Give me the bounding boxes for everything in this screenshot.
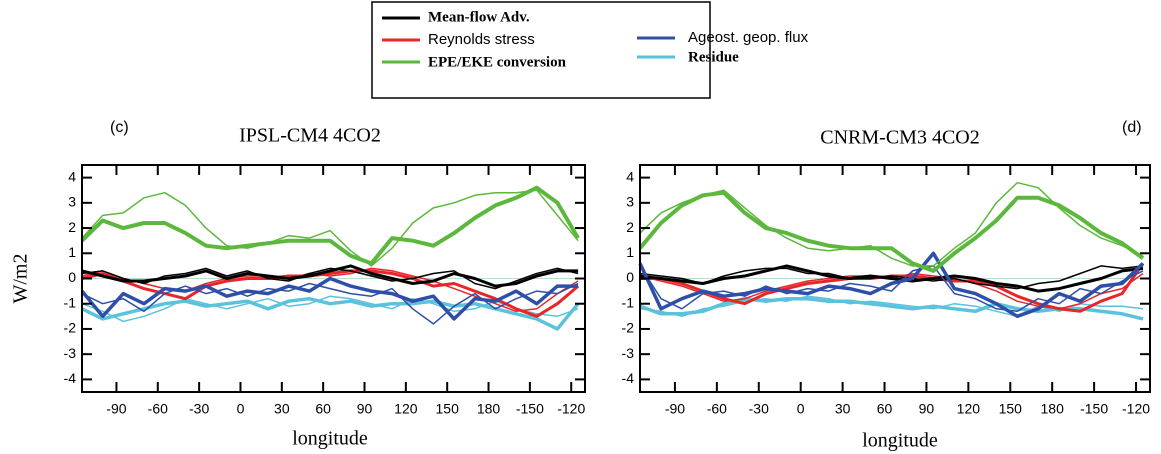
data-line [80,276,579,321]
y-tick-label: 0 [68,269,76,285]
y-axis-label: W/m2 [10,254,32,304]
legend-label: Ageost. geop. flux [688,29,809,46]
chart-title: CNRM-CM3 4CO2 [820,127,979,149]
legend-label: Mean-flow Adv. [428,9,530,25]
x-tick-label: 90 [919,401,935,417]
y-tick-label: -3 [622,345,635,361]
x-tick-label: -90 [106,401,126,417]
x-tick-label: 180 [477,401,501,417]
x-tick-label: -150 [1080,401,1108,417]
data-line [638,190,1145,273]
legend-label: Residue [688,49,739,65]
x-tick-label: -30 [749,401,769,417]
data-line [639,264,1144,293]
x-tick-label: 60 [315,401,331,417]
y-tick-label: 3 [68,194,76,210]
data-line [81,282,579,325]
data-line [639,265,1144,313]
y-tick-label: -2 [622,320,635,336]
x-tick-label: 30 [274,401,290,417]
x-tick-label: 90 [357,401,373,417]
x-axis-label: longitude [862,430,938,452]
y-tick-label: 2 [68,219,76,235]
x-tick-label: -60 [707,401,727,417]
y-tick-label: -1 [622,294,635,310]
data-line [80,185,580,266]
y-tick-label: -4 [622,370,635,386]
x-tick-label: 0 [797,401,805,417]
x-tick-label: -120 [557,401,585,417]
x-tick-label: 150 [436,401,460,417]
x-tick-label: 150 [999,401,1023,417]
x-tick-label: 120 [394,401,418,417]
y-tick-label: 3 [626,194,634,210]
y-tick-label: 2 [626,219,634,235]
x-tick-label: 60 [877,401,893,417]
x-tick-label: -120 [1122,401,1150,417]
data-line [639,295,1144,318]
x-tick-label: -150 [516,401,544,417]
x-tick-label: 30 [835,401,851,417]
y-tick-label: 4 [68,168,76,184]
x-tick-label: 0 [237,401,245,417]
legend-label: Reynolds stress [428,31,535,48]
x-tick-label: 120 [957,401,981,417]
x-tick-label: 180 [1041,401,1065,417]
data-line [81,264,579,288]
panel-label: (c) [110,119,129,136]
x-axis-label: longitude [292,428,368,450]
y-tick-label: -3 [64,345,77,361]
y-tick-label: 0 [626,269,634,285]
chart-title: IPSL-CM4 4CO2 [239,125,381,147]
data-line [639,265,1144,290]
data-line [81,267,579,290]
legend-label: EPE/EKE conversion [428,54,567,70]
data-line [639,181,1144,267]
x-tick-label: -90 [665,401,685,417]
legend-box [371,1,711,99]
data-line [638,251,1145,319]
panel-label: (d) [1122,119,1142,136]
y-tick-label: 1 [626,244,634,260]
y-tick-label: 1 [68,244,76,260]
x-tick-label: -30 [189,401,209,417]
y-tick-label: 4 [626,168,634,184]
y-tick-label: -4 [64,370,77,386]
data-line [81,189,579,267]
y-tick-label: -1 [64,294,77,310]
y-tick-label: -2 [64,320,77,336]
x-tick-label: -60 [148,401,168,417]
